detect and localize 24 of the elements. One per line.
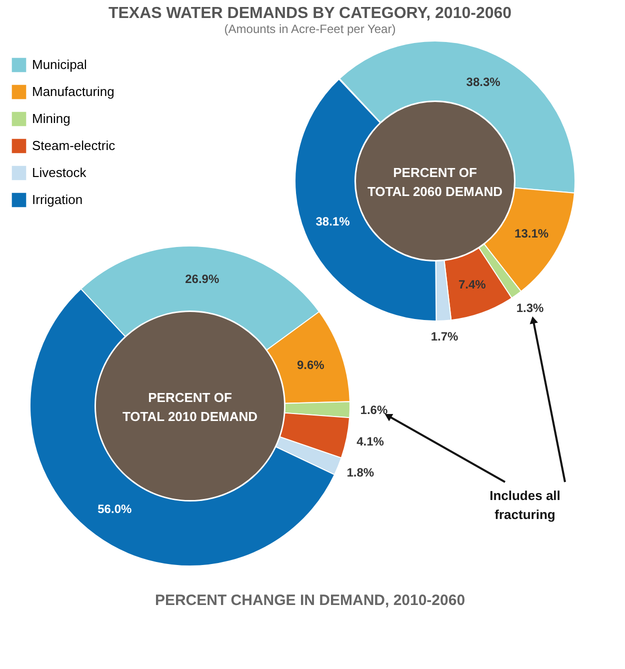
data-label: 7.4% xyxy=(458,278,486,292)
data-label: 1.6% xyxy=(360,403,388,418)
data-label: 38.3% xyxy=(466,75,501,90)
legend-label: Municipal xyxy=(32,57,88,72)
data-label: 9.6% xyxy=(296,358,325,372)
slice-label: PERCENT OF TOTAL 2060 DEMAND xyxy=(367,165,503,199)
data-label: 1.7% xyxy=(430,330,459,344)
slice-label: PERCENT OF TOTAL 2010 DEMAND xyxy=(122,390,258,424)
legend-label: Manufacturing xyxy=(32,84,114,99)
legend-label: Irrigation xyxy=(32,192,83,207)
chart-subtitle: (Amounts in Acre-Feet per Year) xyxy=(224,22,396,36)
text: Includes all fracturing xyxy=(490,488,560,522)
data-label: 1.3% xyxy=(516,301,544,316)
chart-title: TEXAS WATER DEMANDS BY CATEGORY, 2010-2060 xyxy=(108,5,512,22)
data-label: 56.0% xyxy=(98,502,132,516)
data-label: 26.9% xyxy=(185,272,220,286)
text: PERCENT CHANGE IN DEMAND, 2010-2060 xyxy=(154,592,466,609)
data-label: 1.8% xyxy=(346,465,374,480)
legend-label: Steam-electric xyxy=(32,138,116,153)
data-label: 13.1% xyxy=(514,226,549,241)
data-label: 4.1% xyxy=(356,434,384,448)
legend-label: Livestock xyxy=(32,165,87,180)
legend-label: Mining xyxy=(32,111,70,126)
data-label: 38.1% xyxy=(316,214,350,229)
